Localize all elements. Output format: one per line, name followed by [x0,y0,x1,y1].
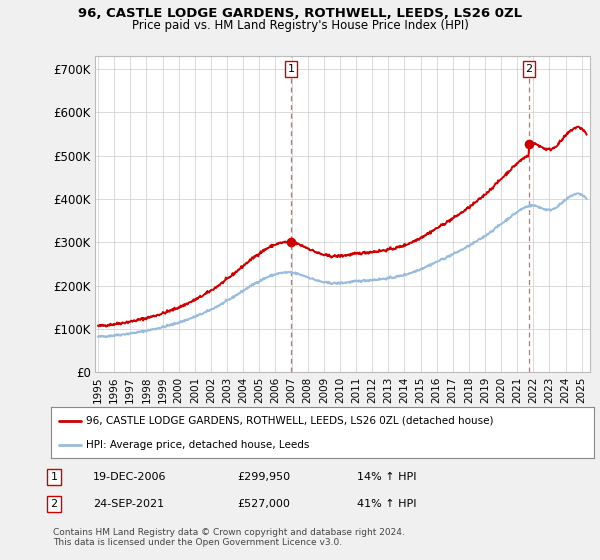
Text: £527,000: £527,000 [237,499,290,509]
Text: 2: 2 [50,499,58,509]
Text: HPI: Average price, detached house, Leeds: HPI: Average price, detached house, Leed… [86,440,310,450]
Text: 19-DEC-2006: 19-DEC-2006 [93,472,167,482]
Text: Contains HM Land Registry data © Crown copyright and database right 2024.
This d: Contains HM Land Registry data © Crown c… [53,528,404,547]
Text: 2: 2 [526,64,533,74]
Text: 96, CASTLE LODGE GARDENS, ROTHWELL, LEEDS, LS26 0ZL (detached house): 96, CASTLE LODGE GARDENS, ROTHWELL, LEED… [86,416,494,426]
Text: 1: 1 [287,64,295,74]
Text: £299,950: £299,950 [237,472,290,482]
Text: 96, CASTLE LODGE GARDENS, ROTHWELL, LEEDS, LS26 0ZL: 96, CASTLE LODGE GARDENS, ROTHWELL, LEED… [78,7,522,20]
Text: Price paid vs. HM Land Registry's House Price Index (HPI): Price paid vs. HM Land Registry's House … [131,19,469,32]
Text: 24-SEP-2021: 24-SEP-2021 [93,499,164,509]
Text: 41% ↑ HPI: 41% ↑ HPI [357,499,416,509]
Text: 14% ↑ HPI: 14% ↑ HPI [357,472,416,482]
Text: 1: 1 [50,472,58,482]
